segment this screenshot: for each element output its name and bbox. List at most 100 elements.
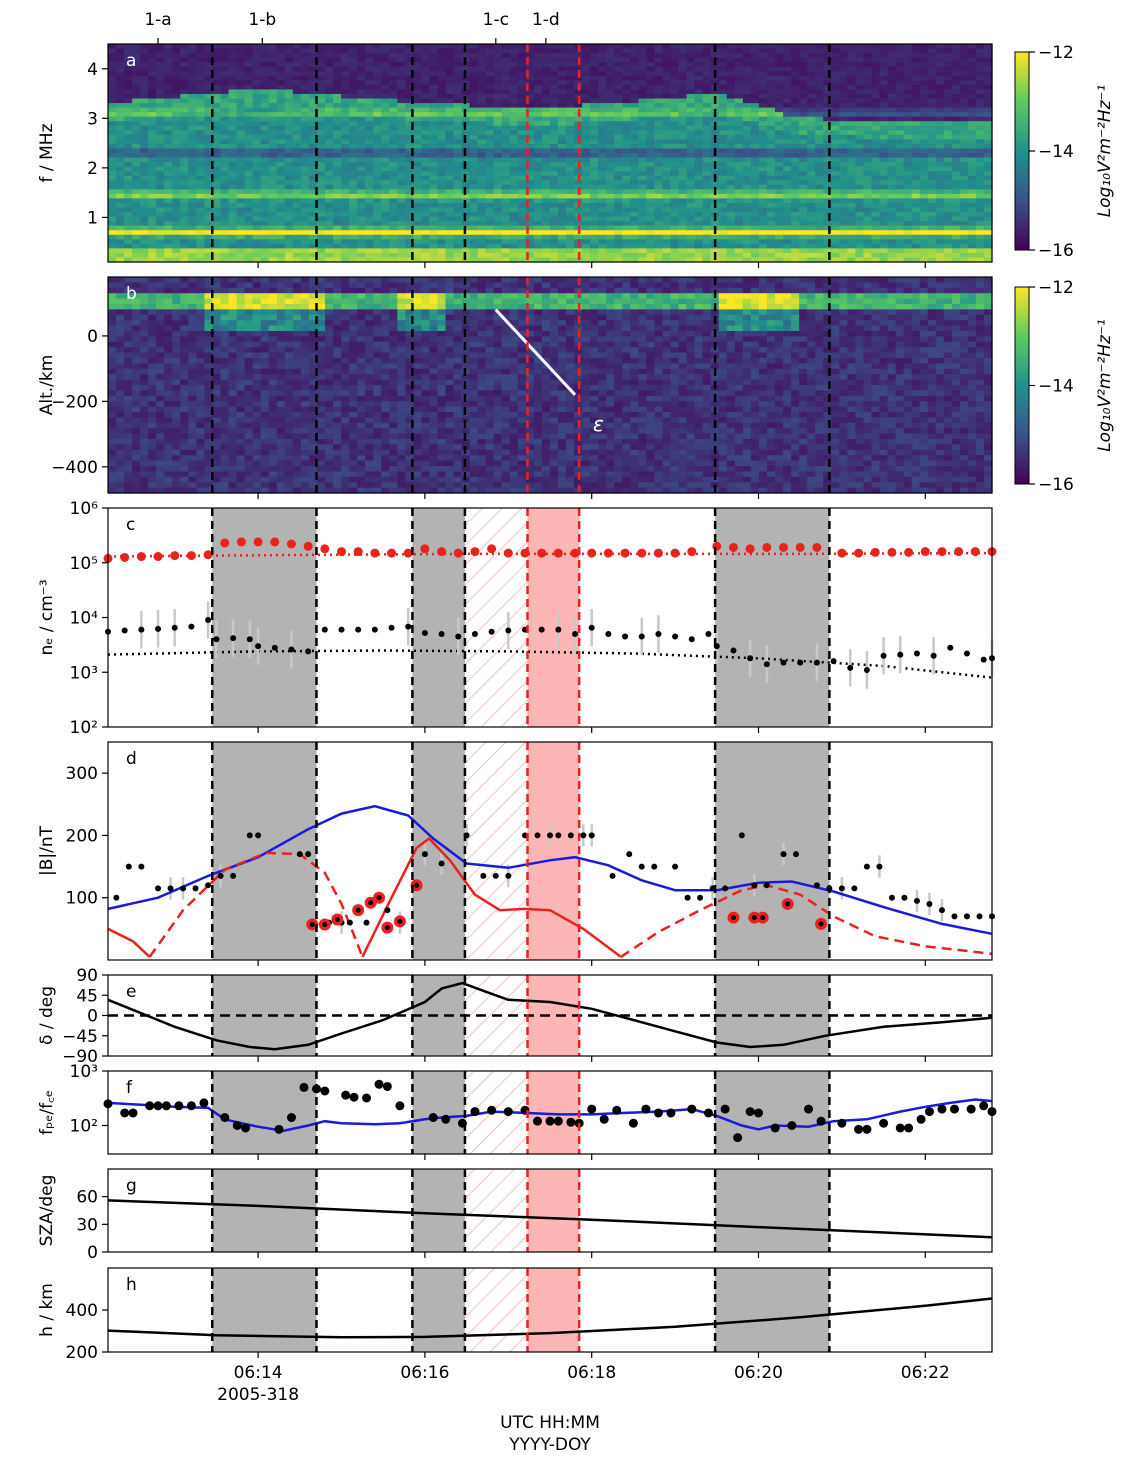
spectrogram-cell [308, 62, 318, 68]
spectrogram-cell [766, 62, 776, 68]
spectrogram-cell [783, 166, 792, 172]
spectrogram-cell [823, 166, 832, 172]
spectrogram-cell [550, 189, 559, 195]
spectrogram-cell [236, 216, 246, 222]
spectrogram-cell [365, 225, 374, 231]
spectrogram-cell [622, 116, 631, 122]
spectrogram-cell [341, 107, 350, 113]
spectrogram-cell [373, 148, 382, 154]
spectrogram-cell [879, 198, 889, 204]
spectrogram-cell [670, 225, 680, 231]
spectrogram-cell [501, 125, 511, 131]
spectrogram-cell [453, 44, 463, 50]
spectrogram-cell [501, 57, 511, 63]
spectrogram-cell [638, 116, 648, 122]
spectrogram-cell [606, 112, 615, 118]
spectrogram-cell [373, 139, 382, 145]
spectrogram-cell [606, 202, 615, 209]
spectrogram-cell [903, 225, 913, 231]
spectrogram-cell [863, 252, 873, 259]
spectrogram-cell [220, 89, 230, 95]
spectrogram-cell [533, 112, 543, 118]
spectrogram-cell [333, 62, 342, 68]
spectrogram-cell [541, 212, 551, 218]
spectrogram-cell [622, 234, 631, 240]
spectrogram-cell [726, 71, 736, 77]
spectrogram-cell [815, 239, 824, 245]
spectrogram-cell [638, 248, 648, 254]
spectrogram-cell [276, 71, 286, 77]
spectrogram-cell [365, 130, 374, 136]
spectrogram-cell [357, 112, 366, 118]
spectrogram-cell [324, 252, 334, 259]
spectrogram-cell [148, 225, 157, 231]
spectrogram-cell [598, 166, 607, 172]
spectrogram-cell [783, 116, 792, 122]
spectrogram-cell [389, 57, 398, 63]
spectrogram-cell [172, 62, 181, 68]
spectrogram-cell [188, 157, 197, 163]
spectrogram-cell [220, 257, 230, 263]
spectrogram-cell [831, 148, 840, 154]
spectrogram-cell [887, 107, 897, 113]
spectrogram-cell [927, 66, 937, 72]
spectrogram-cell [204, 103, 214, 109]
spectrogram-cell [799, 107, 808, 113]
spectrogram-cell [541, 139, 551, 145]
spectrogram-cell [775, 234, 784, 240]
spectrogram-cell [606, 221, 615, 227]
spectrogram-cell [308, 93, 318, 100]
spectrogram-cell [525, 143, 535, 150]
spectrogram-cell [509, 198, 519, 204]
spectrogram-cell [413, 252, 423, 259]
spectrogram-cell [212, 257, 222, 263]
spectrogram-cell [405, 139, 414, 145]
spectrogram-cell [935, 248, 945, 254]
spectrogram-cell [654, 171, 664, 177]
spectrogram-cell [903, 198, 913, 204]
spectrogram-cell [220, 157, 230, 163]
spectrogram-cell [196, 80, 206, 86]
spectrogram-cell [172, 89, 181, 95]
spectrogram-cell [389, 121, 398, 127]
spectrogram-cell [670, 193, 680, 200]
spectrogram-cell [525, 103, 535, 109]
spectrogram-cell [437, 125, 447, 131]
spectrogram-cell [509, 221, 519, 227]
spectrogram-cell [469, 44, 479, 50]
spectrogram-cell [116, 134, 125, 140]
spectrogram-cell [124, 125, 133, 131]
spectrogram-cell [646, 139, 656, 145]
spectrogram-cell [509, 84, 519, 91]
spectrogram-cell [341, 198, 350, 204]
spectrogram-cell [292, 93, 302, 100]
spectrogram-cell [702, 80, 712, 86]
spectrogram-cell [783, 139, 792, 145]
spectrogram-cell [124, 157, 133, 163]
spectrogram-cell [276, 130, 286, 136]
spectrogram-cell [260, 71, 270, 77]
spectrogram-cell [694, 44, 704, 50]
spectrogram-cell [324, 80, 334, 86]
spectrogram-cell [116, 66, 125, 72]
spectrogram-cell [823, 53, 832, 59]
spectrogram-cell [204, 162, 214, 168]
spectrogram-cell [582, 62, 591, 68]
spectrogram-cell [300, 180, 310, 186]
spectrogram-cell [630, 62, 639, 68]
spectrogram-cell [541, 98, 551, 104]
spectrogram-cell [598, 89, 607, 95]
spectrogram-cell [646, 239, 656, 245]
spectrogram-cell [124, 212, 133, 218]
spectrogram-cell [935, 66, 945, 72]
spectrogram-cell [252, 162, 262, 168]
spectrogram-cell [919, 171, 929, 177]
spectrogram-cell [244, 207, 254, 213]
spectrogram-cell [236, 257, 246, 263]
spectrogram-cell [156, 193, 165, 200]
spectrogram-cell [630, 162, 639, 168]
spectrogram-cell [887, 234, 897, 240]
spectrogram-cell [525, 252, 535, 259]
spectrogram-cell [702, 134, 712, 140]
spectrogram-cell [622, 162, 631, 168]
